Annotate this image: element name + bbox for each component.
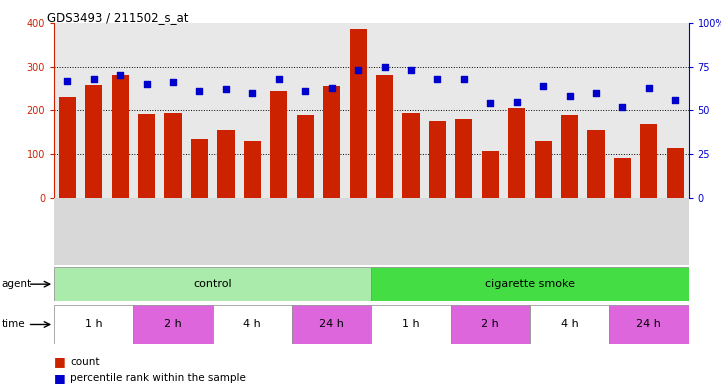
Bar — [583, 198, 609, 265]
Point — [616, 104, 628, 110]
Point — [353, 67, 364, 73]
Point — [458, 76, 469, 82]
Point — [247, 90, 258, 96]
Bar — [54, 267, 371, 301]
Point — [299, 88, 311, 94]
Bar — [561, 115, 578, 198]
Text: 4 h: 4 h — [244, 319, 261, 329]
Bar — [133, 305, 213, 344]
Bar — [112, 76, 129, 198]
Bar — [371, 198, 398, 265]
Point — [405, 67, 417, 73]
Bar — [508, 108, 526, 198]
Bar — [191, 139, 208, 198]
Point — [167, 79, 179, 86]
Point — [141, 81, 152, 87]
Point — [564, 93, 575, 99]
Point — [485, 100, 496, 106]
Bar — [477, 198, 503, 265]
Text: time: time — [1, 319, 25, 329]
Bar — [451, 305, 530, 344]
Bar — [292, 198, 319, 265]
Point — [273, 76, 285, 82]
Point — [220, 86, 231, 93]
Bar — [667, 148, 684, 198]
Bar — [292, 305, 371, 344]
Text: control: control — [193, 279, 232, 289]
Bar — [424, 198, 451, 265]
Text: ■: ■ — [54, 355, 66, 368]
Bar — [482, 151, 499, 198]
Point — [379, 64, 390, 70]
Bar — [398, 198, 424, 265]
Bar — [239, 198, 265, 265]
Text: agent: agent — [1, 279, 32, 289]
Bar — [186, 198, 213, 265]
Bar — [371, 305, 451, 344]
Bar — [376, 76, 393, 198]
Bar — [133, 198, 160, 265]
Bar — [636, 198, 662, 265]
Bar — [244, 141, 261, 198]
Bar — [662, 198, 689, 265]
Bar — [54, 305, 133, 344]
Bar — [81, 198, 107, 265]
Bar — [609, 198, 636, 265]
Text: count: count — [70, 357, 99, 367]
Bar — [451, 198, 477, 265]
Point — [115, 73, 126, 79]
Bar — [402, 113, 420, 198]
Text: ■: ■ — [54, 372, 66, 384]
Bar — [530, 305, 609, 344]
Text: 1 h: 1 h — [85, 319, 102, 329]
Bar — [609, 305, 689, 344]
Bar — [530, 198, 557, 265]
Bar — [503, 198, 530, 265]
Text: 4 h: 4 h — [561, 319, 578, 329]
Text: 1 h: 1 h — [402, 319, 420, 329]
Bar — [557, 198, 583, 265]
Bar — [323, 86, 340, 198]
Bar — [429, 121, 446, 198]
Bar — [588, 130, 605, 198]
Point — [88, 76, 99, 82]
Point — [511, 99, 523, 105]
Text: cigarette smoke: cigarette smoke — [485, 279, 575, 289]
Bar — [54, 198, 81, 265]
Bar — [371, 267, 689, 301]
Point — [590, 90, 602, 96]
Text: 24 h: 24 h — [637, 319, 661, 329]
Bar — [455, 119, 472, 198]
Bar — [265, 198, 292, 265]
Point — [61, 78, 73, 84]
Text: 24 h: 24 h — [319, 319, 344, 329]
Bar — [160, 198, 186, 265]
Point — [643, 84, 655, 91]
Bar — [107, 198, 133, 265]
Bar — [614, 159, 631, 198]
Point — [194, 88, 205, 94]
Bar — [138, 114, 155, 198]
Text: GDS3493 / 211502_s_at: GDS3493 / 211502_s_at — [47, 12, 188, 25]
Point — [670, 97, 681, 103]
Bar — [213, 198, 239, 265]
Bar — [85, 85, 102, 198]
Bar — [270, 91, 288, 198]
Bar — [217, 130, 234, 198]
Bar — [58, 97, 76, 198]
Point — [326, 84, 337, 91]
Bar — [350, 29, 367, 198]
Text: percentile rank within the sample: percentile rank within the sample — [70, 373, 246, 383]
Bar — [534, 141, 552, 198]
Text: 2 h: 2 h — [482, 319, 499, 329]
Bar — [296, 115, 314, 198]
Bar — [213, 305, 292, 344]
Bar — [640, 124, 658, 198]
Bar — [345, 198, 371, 265]
Point — [432, 76, 443, 82]
Text: 2 h: 2 h — [164, 319, 182, 329]
Bar — [319, 198, 345, 265]
Point — [537, 83, 549, 89]
Bar — [164, 113, 182, 198]
